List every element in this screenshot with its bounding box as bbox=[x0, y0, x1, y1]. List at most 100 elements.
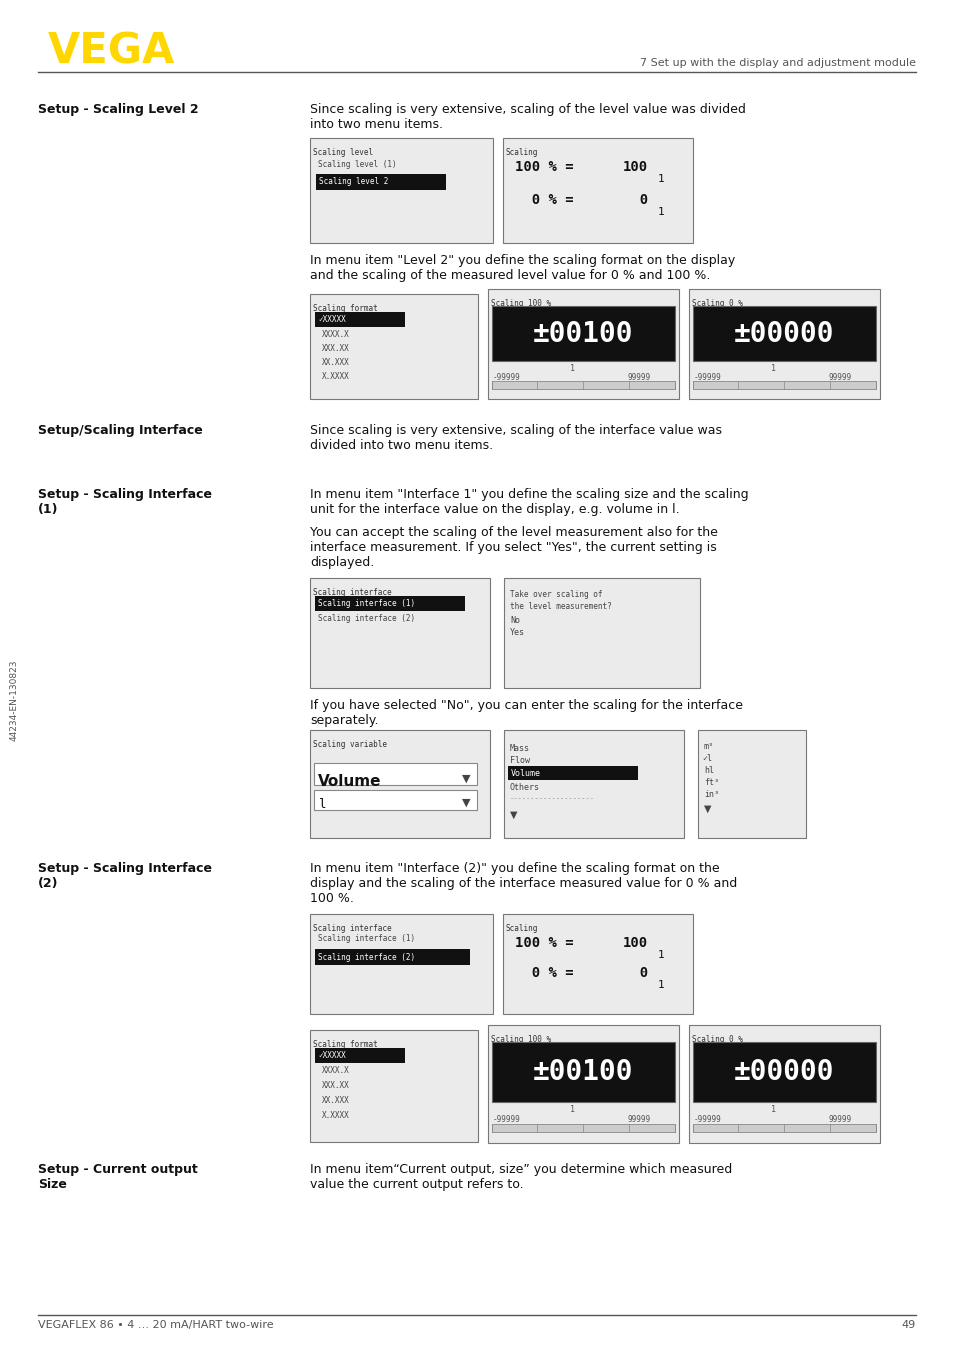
Text: If you have selected "No", you can enter the scaling for the interface: If you have selected "No", you can enter… bbox=[310, 699, 742, 712]
Text: Scaling: Scaling bbox=[505, 923, 537, 933]
Text: ▼: ▼ bbox=[461, 774, 470, 784]
Text: -99999: -99999 bbox=[693, 372, 721, 382]
Text: 100: 100 bbox=[622, 160, 647, 175]
Text: (2): (2) bbox=[38, 877, 58, 890]
Text: 1: 1 bbox=[658, 175, 664, 184]
FancyBboxPatch shape bbox=[314, 949, 470, 965]
FancyBboxPatch shape bbox=[492, 1043, 675, 1102]
Text: ✓XXXXX: ✓XXXXX bbox=[317, 315, 345, 324]
Text: 100 % =: 100 % = bbox=[515, 936, 573, 951]
Text: 100: 100 bbox=[622, 936, 647, 951]
FancyBboxPatch shape bbox=[310, 914, 493, 1014]
Text: ±00000: ±00000 bbox=[734, 320, 834, 348]
FancyBboxPatch shape bbox=[310, 294, 477, 399]
Text: Scaling interface (1): Scaling interface (1) bbox=[317, 934, 415, 942]
Text: 99999: 99999 bbox=[828, 1114, 851, 1124]
Text: VEGA: VEGA bbox=[48, 30, 175, 72]
FancyBboxPatch shape bbox=[314, 789, 476, 810]
FancyBboxPatch shape bbox=[507, 766, 638, 780]
Text: 99999: 99999 bbox=[627, 372, 651, 382]
Text: Scaling 100 %: Scaling 100 % bbox=[491, 299, 551, 307]
Text: -99999: -99999 bbox=[693, 1114, 721, 1124]
Text: 1: 1 bbox=[658, 951, 664, 960]
Text: Flow: Flow bbox=[510, 756, 530, 765]
FancyBboxPatch shape bbox=[315, 175, 446, 190]
FancyBboxPatch shape bbox=[310, 1030, 477, 1141]
Text: Setup - Current output: Setup - Current output bbox=[38, 1163, 197, 1177]
Text: XXX.XX: XXX.XX bbox=[322, 344, 350, 353]
FancyBboxPatch shape bbox=[488, 288, 679, 399]
FancyBboxPatch shape bbox=[314, 596, 464, 611]
Text: unit for the interface value on the display, e.g. volume in l.: unit for the interface value on the disp… bbox=[310, 502, 679, 516]
Text: In menu item "Level 2" you define the scaling format on the display: In menu item "Level 2" you define the sc… bbox=[310, 255, 735, 267]
FancyBboxPatch shape bbox=[310, 578, 490, 688]
FancyBboxPatch shape bbox=[488, 1025, 679, 1143]
Text: Scaling level: Scaling level bbox=[313, 148, 373, 157]
Text: Scaling interface (2): Scaling interface (2) bbox=[317, 952, 415, 961]
Text: XXXX.X: XXXX.X bbox=[322, 330, 350, 338]
FancyBboxPatch shape bbox=[692, 1043, 875, 1102]
FancyBboxPatch shape bbox=[502, 914, 692, 1014]
FancyBboxPatch shape bbox=[502, 138, 692, 242]
FancyBboxPatch shape bbox=[692, 380, 875, 389]
Text: 1: 1 bbox=[770, 1105, 775, 1114]
Text: (1): (1) bbox=[38, 502, 58, 516]
Text: Setup - Scaling Interface: Setup - Scaling Interface bbox=[38, 862, 212, 875]
Text: interface measurement. If you select "Yes", the current setting is: interface measurement. If you select "Ye… bbox=[310, 542, 716, 554]
Text: Scaling variable: Scaling variable bbox=[313, 741, 387, 749]
Text: 44234-EN-130823: 44234-EN-130823 bbox=[10, 659, 18, 741]
Text: XXX.XX: XXX.XX bbox=[322, 1080, 350, 1090]
Text: hl: hl bbox=[703, 766, 713, 774]
Text: Setup/Scaling Interface: Setup/Scaling Interface bbox=[38, 424, 203, 437]
FancyBboxPatch shape bbox=[688, 1025, 879, 1143]
FancyBboxPatch shape bbox=[314, 1048, 405, 1063]
FancyBboxPatch shape bbox=[503, 578, 700, 688]
Text: into two menu items.: into two menu items. bbox=[310, 118, 442, 131]
Text: 0 % =: 0 % = bbox=[515, 965, 573, 980]
Text: ft³: ft³ bbox=[703, 779, 719, 787]
Text: 1: 1 bbox=[658, 980, 664, 990]
Text: 99999: 99999 bbox=[627, 1114, 651, 1124]
Text: 100 % =: 100 % = bbox=[515, 160, 573, 175]
Text: Setup - Scaling Interface: Setup - Scaling Interface bbox=[38, 487, 212, 501]
FancyBboxPatch shape bbox=[698, 730, 805, 838]
Text: Mass: Mass bbox=[510, 743, 530, 753]
Text: -99999: -99999 bbox=[493, 372, 520, 382]
Text: m³: m³ bbox=[703, 742, 713, 751]
Text: Scaling level (1): Scaling level (1) bbox=[317, 160, 396, 169]
Text: divided into two menu items.: divided into two menu items. bbox=[310, 439, 493, 452]
Text: ▼: ▼ bbox=[510, 810, 517, 821]
Text: value the current output refers to.: value the current output refers to. bbox=[310, 1178, 523, 1192]
Text: in³: in³ bbox=[703, 789, 719, 799]
Text: 0: 0 bbox=[622, 194, 647, 207]
FancyBboxPatch shape bbox=[692, 1124, 875, 1132]
Text: 1: 1 bbox=[770, 364, 775, 372]
Text: In menu item "Interface 1" you define the scaling size and the scaling: In menu item "Interface 1" you define th… bbox=[310, 487, 748, 501]
Text: the level measurement?: the level measurement? bbox=[510, 603, 611, 611]
Text: 7 Set up with the display and adjustment module: 7 Set up with the display and adjustment… bbox=[639, 58, 915, 68]
Text: Volume: Volume bbox=[511, 769, 540, 777]
Text: ✓XXXXX: ✓XXXXX bbox=[317, 1051, 345, 1060]
Text: Scaling level 2: Scaling level 2 bbox=[318, 177, 388, 187]
Text: Scaling: Scaling bbox=[505, 148, 537, 157]
Text: In menu item "Interface (2)" you define the scaling format on the: In menu item "Interface (2)" you define … bbox=[310, 862, 719, 875]
Text: 1: 1 bbox=[569, 1105, 575, 1114]
Text: XX.XXX: XX.XXX bbox=[322, 357, 350, 367]
Text: 49: 49 bbox=[901, 1320, 915, 1330]
Text: Scaling interface: Scaling interface bbox=[313, 588, 392, 597]
FancyBboxPatch shape bbox=[503, 730, 683, 838]
Text: Scaling interface: Scaling interface bbox=[313, 923, 392, 933]
Text: ✓l: ✓l bbox=[701, 754, 711, 764]
Text: ±00100: ±00100 bbox=[533, 1057, 633, 1086]
Text: VEGAFLEX 86 • 4 … 20 mA/HART two-wire: VEGAFLEX 86 • 4 … 20 mA/HART two-wire bbox=[38, 1320, 274, 1330]
Text: 0 % =: 0 % = bbox=[515, 194, 573, 207]
Text: Scaling format: Scaling format bbox=[313, 305, 377, 313]
Text: Setup - Scaling Level 2: Setup - Scaling Level 2 bbox=[38, 103, 198, 116]
Text: ▼: ▼ bbox=[461, 798, 470, 808]
Text: Scaling interface (1): Scaling interface (1) bbox=[317, 598, 415, 608]
Text: 0: 0 bbox=[622, 965, 647, 980]
Text: XXXX.X: XXXX.X bbox=[322, 1066, 350, 1075]
Text: X.XXXX: X.XXXX bbox=[322, 372, 350, 380]
Text: ±00100: ±00100 bbox=[533, 320, 633, 348]
FancyBboxPatch shape bbox=[492, 1124, 675, 1132]
